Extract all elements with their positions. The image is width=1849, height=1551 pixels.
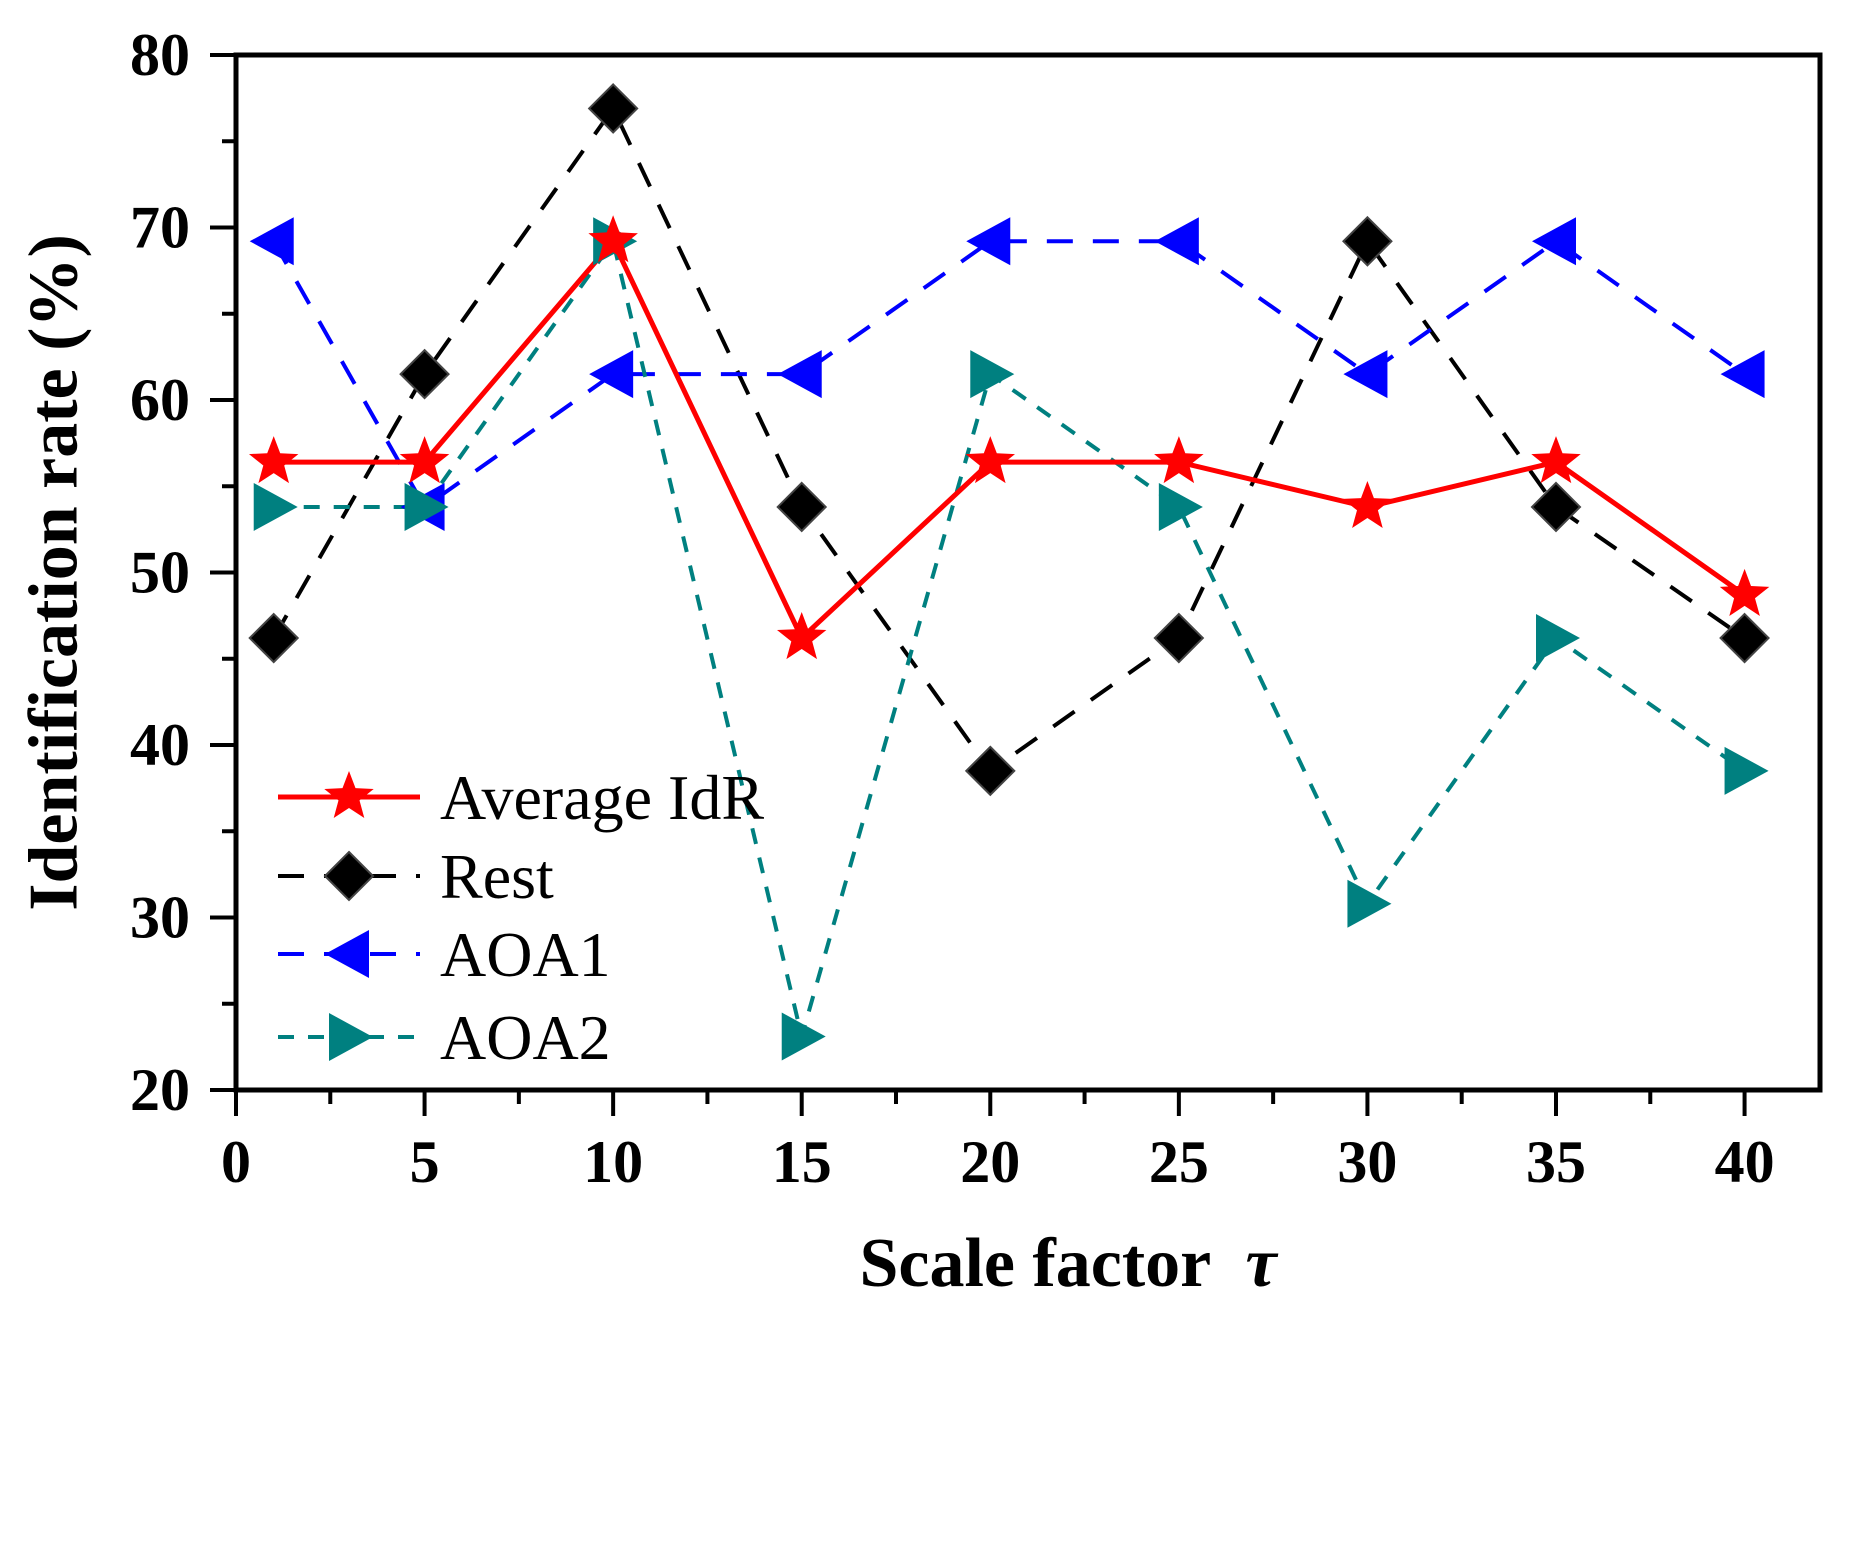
y-tick-label: 40 [130, 712, 190, 778]
x-tick-label: 10 [583, 1129, 643, 1195]
data-point-rest [1342, 215, 1393, 267]
data-point-average-idr [777, 612, 827, 660]
x-tick-label: 30 [1337, 1129, 1397, 1195]
data-point-aoa1 [589, 350, 634, 399]
data-point-aoa2 [970, 350, 1015, 399]
series-markers [248, 83, 1770, 1061]
y-tick-label: 30 [130, 885, 190, 951]
y-tick-label: 60 [130, 367, 190, 433]
legend-marker [323, 850, 375, 902]
data-point-average-idr [588, 215, 638, 263]
data-point-aoa2 [253, 482, 298, 531]
data-point-aoa2 [781, 1012, 826, 1061]
legend-marker [329, 1013, 373, 1061]
tick-labels: 0 5 10 15 20 25 30 35 40 20 30 40 50 60 70 80 [130, 22, 1775, 1195]
data-point-rest [1153, 612, 1205, 664]
data-point-rest [587, 83, 639, 134]
x-tick-label: 25 [1149, 1129, 1209, 1195]
legend-label: Rest [440, 841, 554, 912]
x-tick-label: 5 [410, 1129, 440, 1195]
data-point-aoa2 [1347, 879, 1392, 928]
data-point-aoa1 [1154, 217, 1199, 266]
data-point-aoa2 [404, 482, 449, 531]
legend-marker [324, 771, 374, 818]
data-point-average-idr [1531, 436, 1581, 484]
plot-frame [233, 52, 1823, 1093]
data-point-average-idr [1719, 568, 1770, 616]
legend-label: AOA1 [440, 919, 611, 990]
x-axis-title: Scale factor τ [859, 1225, 1278, 1302]
data-point-average-idr [965, 436, 1015, 484]
y-tick-label: 50 [130, 540, 190, 606]
data-point-rest [399, 348, 450, 400]
data-point-aoa1 [1343, 350, 1388, 399]
data-point-aoa1 [1532, 217, 1576, 266]
legend-marker [325, 930, 369, 978]
legend-label: AOA2 [440, 1002, 611, 1073]
series-line-aoa1 [271, 238, 1746, 510]
data-point-average-idr [1342, 481, 1393, 528]
data-point-rest [776, 481, 828, 533]
x-tick-label: 35 [1526, 1129, 1586, 1195]
data-point-rest [248, 612, 300, 664]
data-point-rest [1719, 612, 1770, 664]
y-axis-title: Identification rate (%) [16, 234, 93, 911]
y-tick-label: 80 [130, 22, 190, 88]
y-tick-label: 70 [130, 195, 190, 261]
x-tick-label: 20 [960, 1129, 1020, 1195]
data-point-aoa1 [1720, 350, 1765, 399]
data-point-rest [1530, 481, 1582, 533]
series-line-average-idr [273, 236, 1747, 643]
data-point-aoa1 [777, 350, 822, 399]
series-line-aoa2 [273, 236, 1746, 1045]
data-point-average-idr [1154, 436, 1204, 484]
data-point-rest [964, 745, 1016, 797]
x-tick-label: 0 [221, 1129, 251, 1195]
data-point-aoa2 [1158, 482, 1203, 531]
x-axis-symbol: τ [1245, 1225, 1278, 1302]
data-point-average-idr [249, 436, 299, 484]
x-axis-label: Scale factor [859, 1225, 1210, 1302]
x-tick-label: 15 [772, 1129, 832, 1195]
data-point-average-idr [399, 436, 450, 484]
legend-label: Average IdR [440, 762, 764, 833]
data-point-aoa1 [249, 217, 294, 266]
data-point-aoa1 [966, 217, 1011, 266]
series-line-rest [271, 104, 1746, 774]
data-point-aoa2 [1724, 746, 1769, 795]
y-tick-label: 20 [130, 1057, 190, 1123]
data-point-aoa2 [1536, 614, 1580, 663]
x-tick-label: 40 [1715, 1129, 1775, 1195]
